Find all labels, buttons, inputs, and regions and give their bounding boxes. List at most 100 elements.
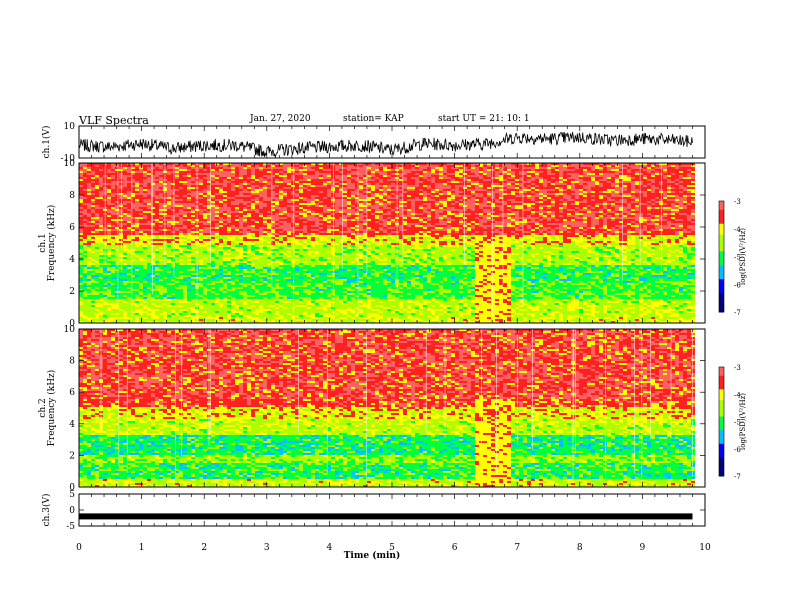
spec1-cell — [111, 175, 115, 177]
spec1-cell — [159, 251, 163, 253]
spec1-cell — [235, 283, 239, 285]
spec1-cell — [99, 257, 103, 259]
spec1-cell — [167, 255, 171, 257]
spec1-cell — [315, 199, 319, 201]
spec1-cell — [307, 259, 311, 261]
spec1-cell — [235, 251, 239, 253]
spec1-cell — [275, 215, 279, 217]
spec1-cell — [299, 253, 303, 255]
spec1-cell — [267, 311, 271, 313]
spec1-cell — [291, 265, 295, 267]
spec1-cell — [123, 203, 127, 205]
spec1-cell — [79, 277, 83, 279]
spec1-cell — [223, 283, 227, 285]
spec1-cell — [199, 263, 203, 265]
spec1-cell — [135, 171, 139, 173]
spec1-cell — [119, 199, 123, 201]
spec1-cell — [287, 301, 291, 303]
spec1-cell — [83, 285, 87, 287]
spec1-cell — [175, 253, 179, 255]
spec1-cell — [95, 177, 99, 179]
spec1-cell — [275, 173, 279, 175]
spec1-cell — [283, 209, 287, 211]
spec1-cell — [107, 209, 111, 211]
spec1-cell — [251, 181, 255, 183]
spec1-cell — [115, 295, 119, 297]
spec1-cell — [83, 175, 87, 177]
spec1-cell — [115, 185, 119, 187]
spec1-cell — [99, 181, 103, 183]
spec1-cell — [103, 307, 107, 309]
spec1-cell — [103, 313, 107, 315]
spec1-cell — [171, 281, 175, 283]
spec1-cell — [235, 267, 239, 269]
spec1-cell — [319, 225, 323, 227]
spec1-cell — [315, 285, 319, 287]
spec1-cell — [123, 191, 127, 193]
spec1-cell — [95, 265, 99, 267]
spec1-cell — [179, 273, 183, 275]
spec1-cell — [295, 297, 299, 299]
spec1-cell — [279, 251, 283, 253]
spec1-cell — [127, 313, 131, 315]
spec1-cell — [155, 215, 159, 217]
spec1-cell — [231, 269, 235, 271]
spec1-cell — [175, 303, 179, 305]
spec1-cell — [135, 181, 139, 183]
spec1-cell — [139, 277, 143, 279]
spec1-cell — [87, 219, 91, 221]
spec1-cell — [215, 317, 219, 319]
spec1-cell — [259, 281, 263, 283]
spec1-cell — [223, 281, 227, 283]
spec1-cell — [275, 207, 279, 209]
plot-canvas: 10-10ch.1(V)0246810ch.1 Frequency (kHz)-3… — [0, 0, 792, 612]
spec1-cell — [191, 221, 195, 223]
spec1-cell — [179, 165, 183, 167]
spec1-cell — [127, 265, 131, 267]
spec1-cell — [291, 237, 295, 239]
spec1-cell — [119, 243, 123, 245]
spec1-cell — [203, 273, 207, 275]
spec1-cell — [319, 217, 323, 219]
spec1-cell — [139, 301, 143, 303]
spec1-cell — [159, 175, 163, 177]
spec1-cell — [91, 269, 95, 271]
spec1-cell — [127, 237, 131, 239]
spec1-cell — [279, 213, 283, 215]
spec1-cell — [227, 277, 231, 279]
spec1-cell — [239, 219, 243, 221]
spec1-cell — [107, 165, 111, 167]
spec1-cell — [283, 189, 287, 191]
spec1-cell — [115, 171, 119, 173]
spec1-cell — [127, 213, 131, 215]
spec1-cell — [295, 289, 299, 291]
spec1-cell — [299, 313, 303, 315]
spec1-cell — [211, 307, 215, 309]
spec1-cell — [283, 225, 287, 227]
spec1-cell — [111, 169, 115, 171]
spec1-cell — [299, 241, 303, 243]
spec1-cell — [147, 307, 151, 309]
spec1-cell — [263, 187, 267, 189]
spec1-cell — [199, 239, 203, 241]
spec1-cell — [191, 215, 195, 217]
spec1-cell — [115, 213, 119, 215]
spec1-cell — [119, 213, 123, 215]
spec1-cell — [279, 295, 283, 297]
spec1-cell — [247, 245, 251, 247]
spec1-cell — [171, 237, 175, 239]
spec1-cell — [303, 231, 307, 233]
spec1-cell — [239, 283, 243, 285]
spec1-cell — [79, 261, 83, 263]
spec1-cell — [203, 225, 207, 227]
spec1-cell — [115, 253, 119, 255]
spec1-cell — [123, 261, 127, 263]
spec1-cell — [307, 287, 311, 289]
spec1-cell — [295, 261, 299, 263]
spec1-cell — [283, 207, 287, 209]
spec1-cell — [207, 297, 211, 299]
spec1-cell — [95, 281, 99, 283]
spec1-cell — [223, 221, 227, 223]
spec1-cell — [275, 193, 279, 195]
spec1-cell — [179, 313, 183, 315]
